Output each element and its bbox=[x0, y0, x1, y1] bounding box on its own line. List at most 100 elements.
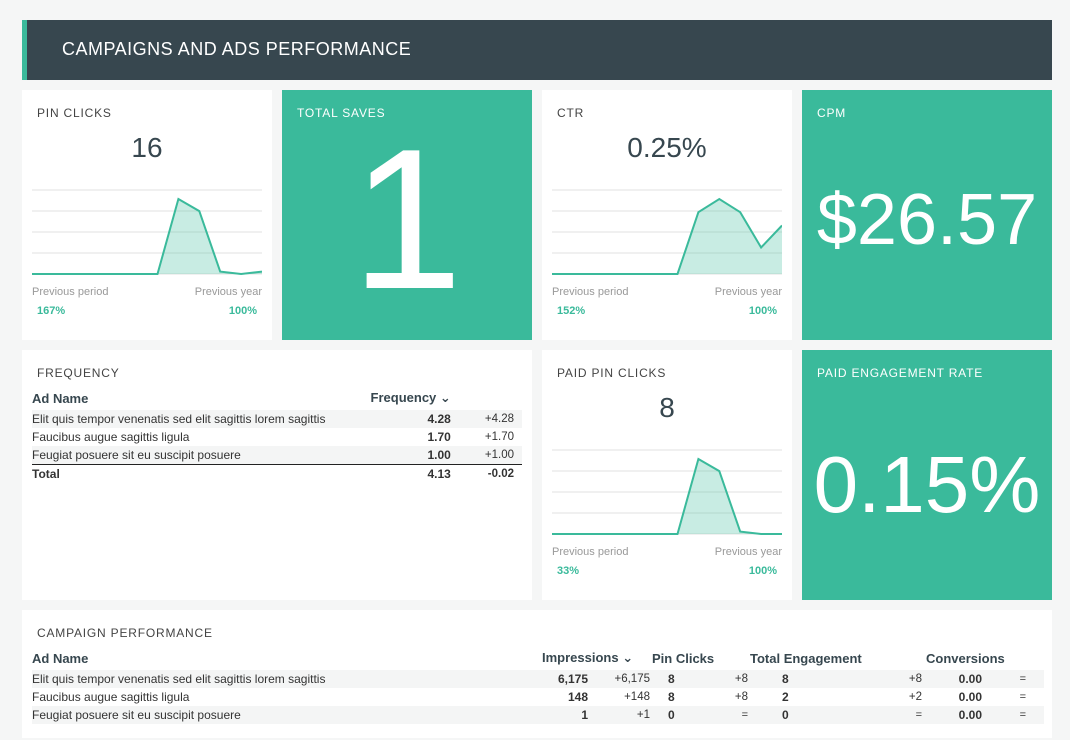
ad-name: Faucibus augue sagittis ligula bbox=[32, 690, 190, 704]
impressions-value: 148 bbox=[567, 690, 588, 704]
table-row: Faucibus augue sagittis ligula 1.70 +1.7… bbox=[32, 428, 522, 446]
cpm-card: CPM $26.57 bbox=[802, 90, 1052, 340]
ctr-value: 0.25% bbox=[627, 132, 707, 163]
total-delta: -0.02 bbox=[450, 464, 522, 483]
paid-engagement-rate-title: PAID ENGAGEMENT RATE bbox=[817, 366, 984, 380]
col-pin-clicks[interactable]: Pin Clicks bbox=[652, 650, 715, 666]
frequency-title: FREQUENCY bbox=[37, 366, 120, 380]
sparkline-area bbox=[552, 199, 782, 274]
conversions-value: 0.00 bbox=[958, 690, 982, 704]
prev-period-label: Previous period bbox=[552, 546, 629, 558]
prev-period-label: Previous period bbox=[552, 286, 629, 298]
col-frequency[interactable]: Frequency ⌄ bbox=[370, 390, 451, 405]
prev-period-value: 33% bbox=[557, 565, 580, 577]
engagement-value: 0 bbox=[748, 706, 822, 724]
pin-clicks-sparkline bbox=[32, 189, 262, 276]
conversions-delta: = bbox=[982, 706, 1044, 724]
impressions-delta: +148 bbox=[624, 691, 650, 703]
pin-clicks-title: PIN CLICKS bbox=[37, 106, 112, 120]
frequency-delta: +1.00 bbox=[450, 446, 522, 465]
sparkline-area bbox=[32, 199, 262, 274]
engagement-delta: = bbox=[822, 706, 922, 724]
col-ad-name: Ad Name bbox=[32, 390, 89, 406]
prev-period-value: 152% bbox=[557, 305, 586, 317]
cpm-value: $26.57 bbox=[816, 180, 1038, 260]
pin-clicks-delta: +8 bbox=[690, 670, 748, 688]
page-title: CAMPAIGNS AND ADS PERFORMANCE bbox=[62, 39, 412, 59]
engagement-value: 2 bbox=[782, 690, 789, 704]
pin-clicks-value: 8 bbox=[650, 670, 690, 688]
col-impressions[interactable]: Impressions ⌄ bbox=[542, 650, 634, 665]
paid-engagement-rate-value: 0.15% bbox=[813, 440, 1041, 529]
frequency-table: Ad Name Frequency ⌄ Elit quis tempor ven… bbox=[32, 386, 522, 483]
sparkline-line bbox=[552, 457, 782, 535]
prev-year-label: Previous year bbox=[714, 286, 782, 298]
prev-period-label: Previous period bbox=[32, 286, 109, 298]
table-row: Feugiat posuere sit eu suscipit posuere … bbox=[32, 446, 522, 465]
pin-clicks-value: 8 bbox=[668, 690, 675, 704]
chevron-down-icon: ⌄ bbox=[622, 650, 634, 665]
prev-year-label: Previous year bbox=[714, 546, 782, 558]
prev-period-value: 167% bbox=[37, 305, 66, 317]
col-ad-name: Ad Name bbox=[32, 650, 89, 666]
frequency-value: 1.70 bbox=[427, 430, 451, 444]
ad-name: Elit quis tempor venenatis sed elit sagi… bbox=[32, 670, 532, 688]
frequency-value: 1.00 bbox=[367, 446, 451, 465]
campaign-performance-card: CAMPAIGN PERFORMANCE Ad Name Impressions… bbox=[22, 610, 1052, 738]
sparkline-area bbox=[552, 459, 782, 534]
impressions-delta: +6,175 bbox=[588, 670, 650, 688]
engagement-value: 8 bbox=[748, 670, 822, 688]
prev-year-label: Previous year bbox=[194, 286, 262, 298]
frequency-value: 4.28 bbox=[367, 410, 451, 428]
paid-engagement-rate-card: PAID ENGAGEMENT RATE 0.15% bbox=[802, 350, 1052, 600]
dashboard-header: CAMPAIGNS AND ADS PERFORMANCE bbox=[22, 20, 1052, 80]
ad-name: Feugiat posuere sit eu suscipit posuere bbox=[32, 446, 368, 465]
engagement-delta: +8 bbox=[822, 670, 922, 688]
conversions-value: 0.00 bbox=[922, 670, 982, 688]
ad-name: Elit quis tempor venenatis sed elit sagi… bbox=[32, 410, 368, 428]
total-label: Total bbox=[32, 464, 368, 483]
paid-pin-clicks-sparkline bbox=[552, 449, 782, 535]
impressions-value: 6,175 bbox=[532, 670, 588, 688]
table-row: Elit quis tempor venenatis sed elit sagi… bbox=[32, 670, 1044, 688]
prev-year-value: 100% bbox=[228, 305, 257, 317]
pin-clicks-value: 16 bbox=[131, 132, 163, 163]
sparkline-line bbox=[32, 197, 262, 276]
table-row: Elit quis tempor venenatis sed elit sagi… bbox=[32, 410, 522, 428]
total-value: 4.13 bbox=[367, 464, 451, 483]
paid-pin-clicks-card: PAID PIN CLICKS 8 Previous period Previo… bbox=[542, 350, 792, 600]
chevron-down-icon: ⌄ bbox=[439, 390, 451, 405]
conversions-value: 0.00 bbox=[922, 706, 982, 724]
conversions-delta: = bbox=[982, 670, 1044, 688]
cpm-title: CPM bbox=[817, 106, 847, 120]
prev-year-value: 100% bbox=[748, 565, 777, 577]
ctr-title: CTR bbox=[557, 106, 585, 120]
ctr-sparkline bbox=[552, 189, 782, 275]
col-conversions[interactable]: Conversions bbox=[926, 650, 1005, 666]
paid-pin-clicks-value: 8 bbox=[659, 392, 675, 423]
ctr-card: CTR 0.25% Previous period Previous year … bbox=[542, 90, 792, 340]
ad-name: Feugiat posuere sit eu suscipit posuere bbox=[32, 706, 532, 724]
pin-clicks-delta: +8 bbox=[734, 691, 748, 703]
ad-name: Faucibus augue sagittis ligula bbox=[32, 430, 190, 444]
pin-clicks-delta: = bbox=[690, 706, 748, 724]
table-row: Feugiat posuere sit eu suscipit posuere … bbox=[32, 706, 1044, 724]
conversions-delta: = bbox=[1019, 691, 1026, 703]
impressions-delta: +1 bbox=[588, 706, 650, 724]
impressions-value: 1 bbox=[532, 706, 588, 724]
frequency-card: FREQUENCY Ad Name Frequency ⌄ Elit quis … bbox=[22, 350, 532, 600]
frequency-delta: +1.70 bbox=[484, 431, 514, 443]
total-saves-title: TOTAL SAVES bbox=[297, 106, 386, 120]
paid-pin-clicks-title: PAID PIN CLICKS bbox=[557, 366, 667, 380]
pin-clicks-value: 0 bbox=[650, 706, 690, 724]
total-row: Total 4.13 -0.02 bbox=[32, 464, 522, 483]
col-total-engagement[interactable]: Total Engagement bbox=[750, 650, 862, 666]
pin-clicks-card: PIN CLICKS 16 Previous period Previous y… bbox=[22, 90, 272, 340]
total-saves-card: TOTAL SAVES 1 bbox=[282, 90, 532, 340]
campaign-performance-title: CAMPAIGN PERFORMANCE bbox=[37, 626, 213, 640]
total-saves-value: 1 bbox=[351, 108, 463, 331]
frequency-delta: +4.28 bbox=[450, 410, 522, 428]
engagement-delta: +2 bbox=[908, 691, 922, 703]
prev-year-value: 100% bbox=[748, 305, 777, 317]
campaign-table: Ad Name Impressions ⌄ Pin Clicks Total E… bbox=[32, 646, 1044, 724]
